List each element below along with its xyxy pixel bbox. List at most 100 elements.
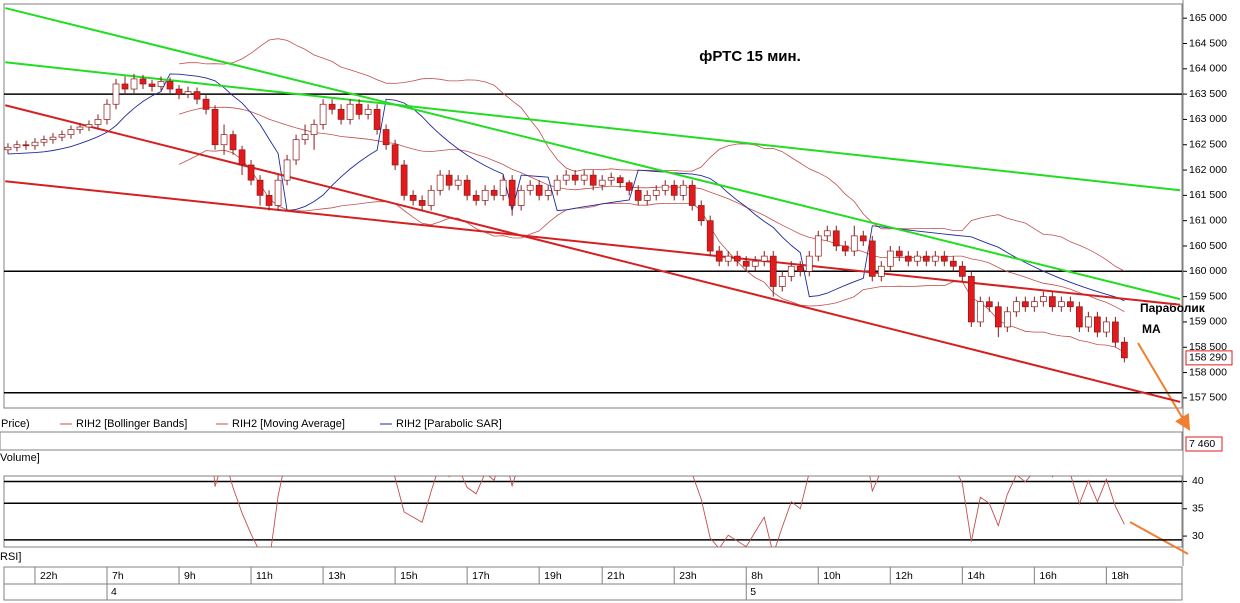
- candle-body: [985, 301, 993, 308]
- y-tick-label: 161 500: [1189, 189, 1227, 201]
- candle-body: [94, 119, 102, 125]
- candle-body: [1012, 301, 1020, 313]
- candle-body: [886, 250, 894, 267]
- x-tick-label: 8h: [751, 570, 763, 582]
- candle-body: [418, 200, 426, 206]
- candle-body: [1003, 311, 1011, 328]
- x-tick-label: 9h: [184, 570, 196, 582]
- candle-body: [967, 276, 975, 323]
- y-tick-label: 163 500: [1189, 88, 1227, 100]
- candle-body: [130, 78, 138, 90]
- candle-body: [364, 108, 372, 115]
- rsi-pane: [3, 475, 1183, 548]
- volume-tag: [1185, 436, 1223, 452]
- candle-body: [238, 149, 246, 166]
- y-tick-label: 157 500: [1189, 392, 1227, 404]
- candle-body: [337, 108, 345, 120]
- candle-body: [607, 177, 615, 181]
- candle-body: [868, 240, 876, 277]
- candle-body: [526, 184, 534, 191]
- candle-body: [229, 134, 237, 151]
- parabolic-sar: [7, 73, 1125, 302]
- candle-body: [625, 182, 633, 191]
- candle-body: [1030, 301, 1038, 308]
- candle-body: [463, 179, 471, 196]
- moving-average: [178, 106, 1125, 312]
- candle-body: [445, 174, 453, 186]
- candle-body: [652, 189, 660, 196]
- candle-body: [409, 195, 417, 201]
- candle-body: [31, 141, 39, 147]
- price-pane: [3, 3, 1183, 409]
- candle-body: [832, 230, 840, 247]
- candle-body: [1067, 301, 1074, 308]
- y-tick-label: 164 500: [1189, 37, 1227, 49]
- candle-body: [166, 81, 174, 90]
- candle-body: [814, 235, 822, 257]
- candle-body: [544, 189, 552, 196]
- candle-body: [346, 103, 354, 120]
- candle-body: [958, 265, 966, 277]
- candle-body: [598, 179, 606, 186]
- x-tick-label: 22h: [40, 570, 58, 582]
- rsi-tick-label: 40: [1192, 475, 1204, 487]
- bollinger-band: [178, 149, 1125, 353]
- candle-body: [742, 260, 750, 267]
- candle-body: [175, 88, 183, 95]
- candle-body: [157, 81, 165, 87]
- candle-body: [895, 250, 903, 257]
- volume-tag-label: 7 460: [1189, 438, 1215, 450]
- candle-body: [1049, 296, 1056, 308]
- candle-body: [112, 83, 120, 105]
- candle-body: [706, 220, 714, 252]
- legend-price: Price): [1, 418, 30, 430]
- candle-body: [508, 179, 516, 206]
- candle-body: [733, 255, 741, 262]
- candle-body: [310, 124, 318, 135]
- candle-body: [211, 108, 219, 146]
- candle-body: [994, 306, 1002, 328]
- candle-body: [670, 184, 678, 196]
- candle-body: [76, 126, 84, 130]
- x-tick-label: 11h: [256, 570, 273, 582]
- candle-body: [40, 139, 48, 143]
- trendline: [5, 180, 1181, 306]
- volume-label: Volume]: [0, 452, 40, 464]
- candle-body: [841, 245, 849, 252]
- candle-body: [535, 184, 543, 196]
- candle-body: [913, 255, 921, 262]
- candle-body: [715, 250, 723, 262]
- candle-body: [22, 144, 30, 147]
- y-tick-label: 163 000: [1189, 113, 1227, 125]
- rsi-tick-label: 35: [1192, 503, 1204, 515]
- rsi-plot: [4, 476, 1182, 547]
- candle-body: [1021, 301, 1029, 308]
- candle-body: [220, 134, 228, 146]
- candle-body: [202, 98, 210, 110]
- candle-body: [778, 276, 786, 287]
- candle-body: [850, 235, 858, 252]
- candle-body: [580, 174, 588, 181]
- candle-body: [58, 134, 66, 138]
- candle-body: [49, 136, 57, 141]
- candle-body: [697, 205, 705, 222]
- candle-body: [67, 129, 75, 135]
- candle-body: [949, 260, 957, 267]
- candle-body: [616, 177, 624, 184]
- y-tick-label: 158 000: [1189, 366, 1227, 378]
- candle-body: [1076, 306, 1083, 328]
- candle-body: [877, 265, 885, 277]
- candle-body: [382, 129, 390, 146]
- candle-body: [499, 179, 507, 196]
- x-tick-label: 7h: [112, 570, 124, 582]
- candle-body: [976, 301, 984, 323]
- candle-body: [490, 189, 498, 196]
- x-tick-label: 16h: [1039, 570, 1057, 582]
- candle-body: [922, 255, 930, 262]
- candle-body: [481, 189, 489, 201]
- day-tick-label: 4: [111, 586, 117, 598]
- x-tick-label: 21h: [607, 570, 625, 582]
- annotation: МА: [1142, 322, 1161, 336]
- candle-body: [328, 103, 336, 110]
- candle-body: [1058, 301, 1065, 308]
